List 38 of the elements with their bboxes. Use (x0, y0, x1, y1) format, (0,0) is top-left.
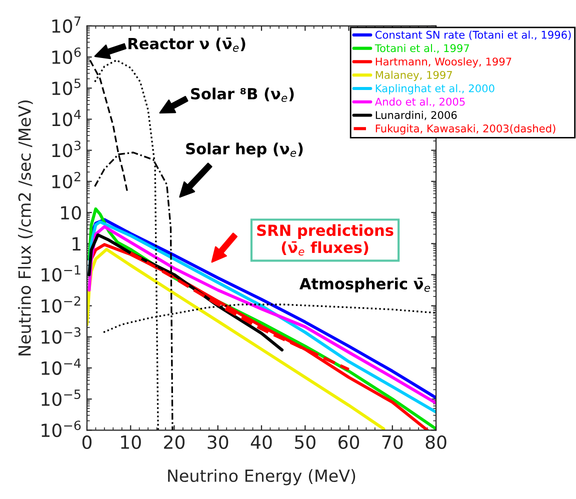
y-tick-label: 10$^{7}$ (52, 16, 80, 33)
y-tick-label: 10$^{−4}$ (42, 358, 81, 375)
legend-label: Constant SN rate (Totani et al., 1996) (375, 30, 571, 40)
legend-label: Kaplinghat et al., 2000 (376, 84, 494, 94)
annotation: Solar ⁸B (ν$_{e}$) (191, 88, 294, 102)
annotation: Atmospheric ν̄$_{e}$ (299, 278, 430, 292)
annotation: Solar hep (ν$_{e}$) (186, 142, 303, 158)
x-axis-title: Neutrino Energy (MeV) (168, 469, 356, 486)
legend-label: Malaney, 1997 (376, 70, 452, 81)
annotation: Reactor ν (ν̄$_{e}$) (128, 38, 246, 52)
x-tick-label: 0 (82, 435, 92, 449)
y-tick-label: 10$^{−3}$ (42, 327, 80, 344)
y-tick-label: 10 (61, 206, 81, 220)
legend-label: Hartmann, Woosley, 1997 (376, 57, 512, 68)
y-tick-label: 1 (72, 237, 80, 250)
y-tick-label: 10$^{6}$ (52, 47, 81, 64)
y-tick-label: 10$^{−1}$ (42, 265, 80, 282)
x-tick-label: 80 (426, 435, 446, 449)
legend-label: Lunardini, 2006 (376, 110, 457, 120)
y-tick-label: 10$^{−6}$ (42, 420, 81, 438)
x-tick-label: 40 (250, 435, 272, 449)
y-tick-label: 10$^{2}$ (52, 172, 80, 188)
x-tick-label: 30 (208, 435, 228, 449)
x-tick-label: 10 (121, 435, 141, 449)
y-tick-label: 10$^{−5}$ (42, 390, 80, 406)
y-tick-label: 10$^{4}$ (52, 110, 81, 126)
x-tick-label: 20 (164, 435, 185, 449)
x-tick-label: 50 (295, 435, 316, 449)
y-tick-label: 10$^{5}$ (52, 78, 80, 96)
x-tick-label: 70 (382, 435, 403, 449)
y-tick-label: 10$^{−2}$ (42, 296, 80, 313)
legend-label: Ando et al., 2005 (374, 98, 465, 107)
legend-label: Totani et al., 1997 (374, 44, 469, 54)
y-axis-title: Neutrino Flux (/cm2 /sec /MeV) (18, 100, 33, 356)
legend-label: Fukugita, Kawasaki, 2003(dashed) (376, 124, 556, 135)
annotation: SRN predictions (ν̄$_{e}$ fluxes) (257, 224, 394, 256)
y-tick-label: 10$^{3}$ (52, 140, 81, 158)
x-tick-label: 60 (338, 435, 360, 449)
